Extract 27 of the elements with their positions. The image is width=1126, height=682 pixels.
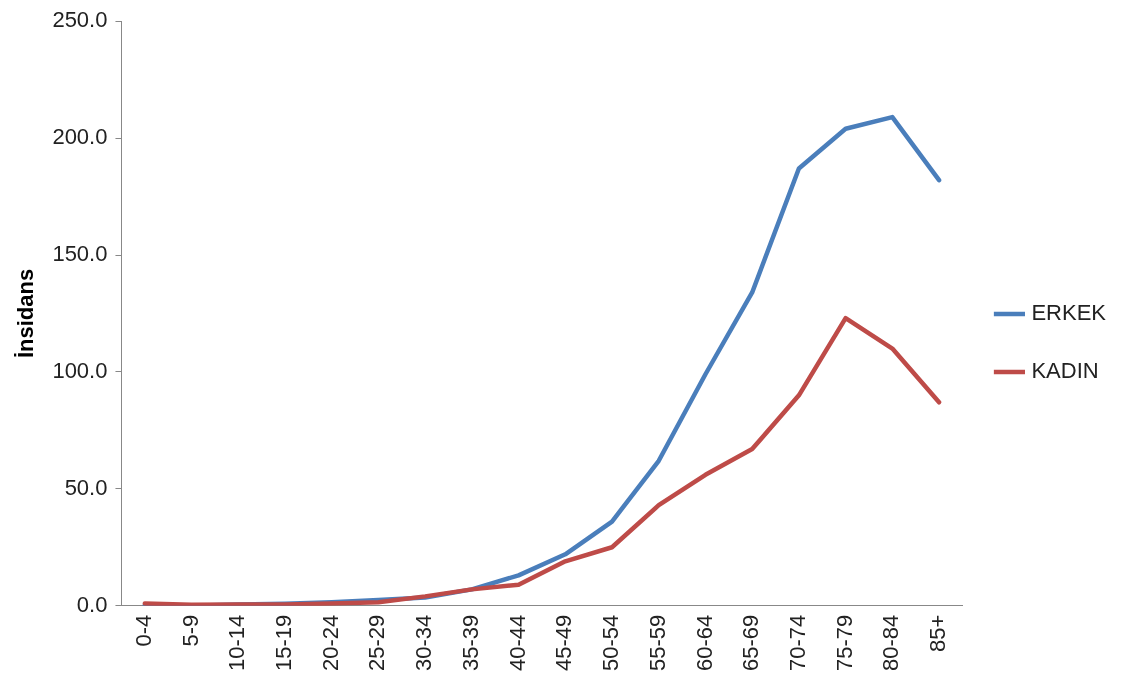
x-tick-label: 40-44	[504, 614, 530, 672]
y-tick-label: 200.0	[52, 124, 108, 150]
x-tick-label: 55-59	[644, 614, 670, 672]
x-tick-label: 60-64	[691, 614, 717, 672]
y-tick-label: 250.0	[52, 7, 108, 33]
x-tick-label: 5-9	[177, 614, 203, 647]
x-tick-label: 50-54	[598, 614, 624, 672]
x-tick-label: 25-29	[364, 614, 390, 672]
x-tick-label: 80-84	[878, 614, 904, 672]
x-tick-label: 15-19	[271, 614, 297, 672]
y-tick-label: 100.0	[52, 357, 108, 383]
legend-label: KADIN	[1031, 358, 1099, 384]
x-tick-label: 20-24	[317, 614, 343, 672]
x-tick-label: 30-34	[411, 614, 437, 672]
y-axis-title: İnsidans	[13, 268, 39, 359]
legend-label: ERKEK	[1031, 300, 1107, 326]
x-tick-label: 35-39	[457, 614, 483, 672]
x-tick-label: 10-14	[224, 614, 250, 672]
y-tick-label: 50.0	[64, 474, 108, 500]
y-tick-label: 150.0	[52, 241, 108, 267]
x-tick-label: 65-69	[738, 614, 764, 672]
x-tick-label: 0-4	[130, 614, 156, 647]
y-tick-label: 0.0	[76, 591, 108, 617]
x-tick-label: 70-74	[784, 614, 810, 672]
x-tick-label: 45-49	[551, 614, 577, 672]
x-tick-label: 75-79	[831, 614, 857, 672]
x-tick-label: 85+	[925, 614, 951, 653]
